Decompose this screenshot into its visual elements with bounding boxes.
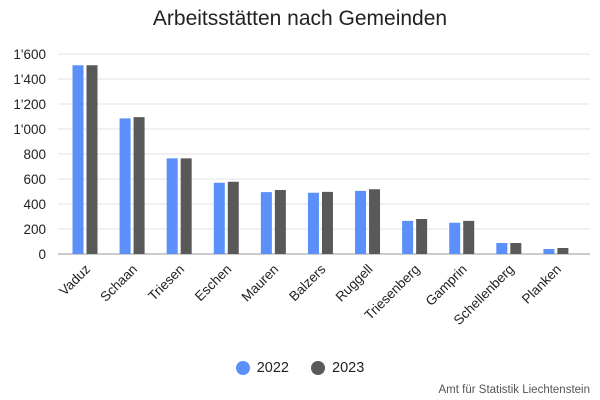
bar-schellenberg-2022 <box>496 243 508 254</box>
legend-item-2022[interactable]: 2022 <box>235 360 289 376</box>
chart-title: Arbeitsstätten nach Gemeinden <box>152 7 448 30</box>
bar-planken-2023 <box>557 248 569 254</box>
legend: 2022 2023 <box>0 360 600 376</box>
x-tick-label: Mauren <box>239 262 282 305</box>
source-credit: Amt für Statistik Liechtenstein <box>438 384 590 396</box>
y-tick-label: 1'400 <box>13 72 46 87</box>
bar-gamprin-2022 <box>449 222 461 254</box>
x-tick-label: Schaan <box>97 262 140 305</box>
x-tick-label: Planken <box>519 262 564 307</box>
bar-mauren-2022 <box>260 192 272 254</box>
bar-ruggell-2022 <box>355 190 367 254</box>
bar-triesen-2023 <box>180 158 192 254</box>
y-tick-label: 1'200 <box>13 97 46 112</box>
bar-eschen-2023 <box>227 181 239 254</box>
bar-balzers-2023 <box>321 191 333 254</box>
bar-schellenberg-2023 <box>510 243 522 254</box>
bar-gamprin-2023 <box>463 220 475 254</box>
x-tick-label: Balzers <box>286 261 329 304</box>
y-tick-label: 200 <box>23 222 46 237</box>
y-tick-label: 600 <box>23 172 46 187</box>
x-axis: Vaduz Schaan Triesen Eschen Mauren Balzers Rug… <box>56 261 564 328</box>
y-tick-label: 0 <box>38 247 46 262</box>
x-tick-label: Eschen <box>192 262 234 304</box>
bar-ruggell-2023 <box>369 189 381 254</box>
x-tick-label: Ruggell <box>333 262 376 305</box>
bars <box>72 65 569 254</box>
legend-marker-2023 <box>311 361 325 375</box>
bar-balzers-2022 <box>307 192 319 254</box>
x-tick-label: Gamprin <box>423 262 470 309</box>
legend-label-2022: 2022 <box>256 360 289 376</box>
bar-eschen-2022 <box>213 182 225 254</box>
legend-marker-2022 <box>235 361 250 375</box>
bar-triesen-2022 <box>166 158 178 254</box>
y-axis: 0 200 400 600 800 1'000 1'200 1'400 1'600 <box>13 47 46 262</box>
bar-schaan-2022 <box>119 118 131 254</box>
bar-schaan-2023 <box>133 117 145 254</box>
bar-triesenberg-2022 <box>402 220 414 254</box>
y-tick-label: 400 <box>23 197 46 212</box>
x-tick-label: Vaduz <box>56 261 93 298</box>
bar-triesenberg-2023 <box>416 219 428 254</box>
legend-label-2023: 2023 <box>332 360 365 376</box>
x-tick-label: Triesen <box>145 262 187 304</box>
bar-vaduz-2022 <box>72 65 84 254</box>
bar-planken-2022 <box>543 249 555 254</box>
y-tick-label: 800 <box>23 147 46 162</box>
y-tick-label: 1'000 <box>13 122 46 137</box>
bar-mauren-2023 <box>274 190 286 254</box>
bar-vaduz-2023 <box>86 65 98 254</box>
y-tick-label: 1'600 <box>13 47 46 62</box>
legend-item-2023[interactable]: 2023 <box>311 360 364 376</box>
